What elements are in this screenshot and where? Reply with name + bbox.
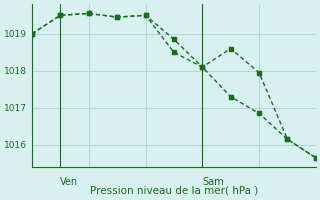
Text: Sam: Sam [202, 177, 224, 187]
Text: Ven: Ven [60, 177, 78, 187]
X-axis label: Pression niveau de la mer( hPa ): Pression niveau de la mer( hPa ) [90, 186, 258, 196]
